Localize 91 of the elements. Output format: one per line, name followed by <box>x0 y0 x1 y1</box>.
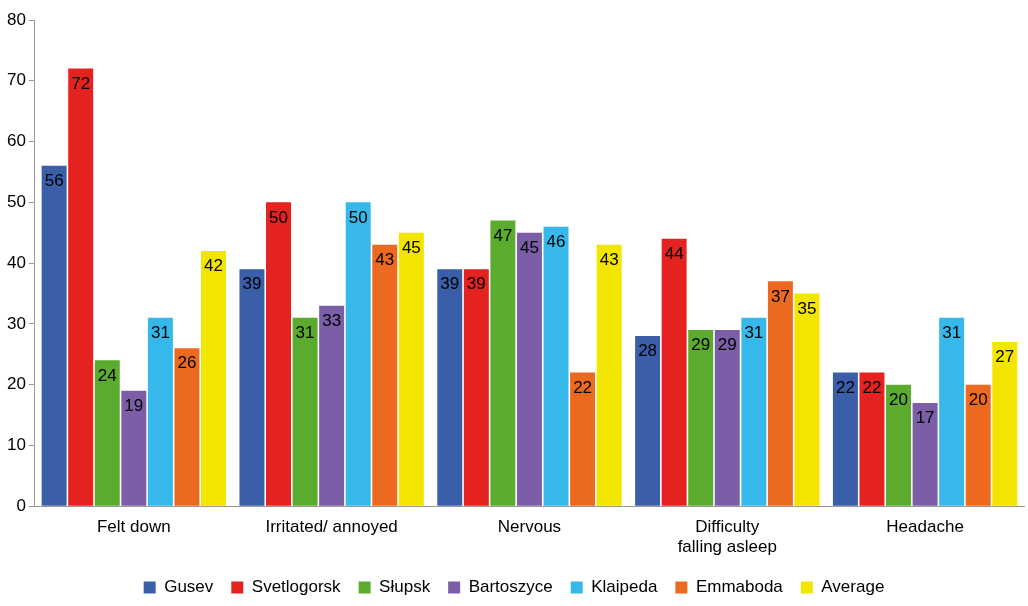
data-label: 33 <box>322 310 342 330</box>
data-label: 29 <box>691 335 711 355</box>
legend-label: Bartoszyce <box>468 577 553 597</box>
bar <box>490 220 516 506</box>
bar <box>992 342 1018 506</box>
bar <box>398 232 424 506</box>
data-label: 31 <box>150 322 170 342</box>
y-tick-label: 10 <box>6 435 26 455</box>
data-label: 20 <box>968 389 988 409</box>
data-label: 43 <box>599 250 619 270</box>
x-tick-label: Irritated/ annoyed <box>265 517 398 537</box>
data-label: 46 <box>546 231 566 251</box>
bar <box>939 317 965 506</box>
data-label: 39 <box>440 274 460 294</box>
bar <box>41 165 67 506</box>
y-tick-label: 40 <box>6 252 26 272</box>
bar <box>741 317 767 506</box>
bar <box>570 372 596 506</box>
legend-label: Gusev <box>164 577 214 597</box>
data-label: 26 <box>177 353 197 373</box>
bar <box>437 269 463 506</box>
bar <box>345 202 371 506</box>
data-label: 56 <box>44 171 64 191</box>
data-label: 27 <box>995 347 1015 367</box>
data-label: 22 <box>573 377 593 397</box>
x-tick-label: Felt down <box>96 517 171 537</box>
bar <box>794 293 820 506</box>
bar <box>463 269 489 506</box>
bar <box>832 372 858 506</box>
data-label: 37 <box>770 286 790 306</box>
bar <box>767 281 793 506</box>
y-tick-label: 70 <box>6 70 26 90</box>
bar <box>688 329 714 506</box>
bar <box>714 329 740 506</box>
data-label: 43 <box>375 250 395 270</box>
bar <box>266 202 291 506</box>
y-tick-label: 0 <box>16 495 26 515</box>
legend-label: Klaipeda <box>591 577 658 597</box>
bar <box>68 68 94 506</box>
data-label: 45 <box>519 237 539 257</box>
legend-label: Emmaboda <box>695 577 784 597</box>
y-tick-label: 20 <box>6 374 26 394</box>
x-tick-label: Headache <box>886 517 964 537</box>
bar <box>543 226 569 506</box>
bar <box>239 269 265 506</box>
bar <box>635 336 661 506</box>
data-label: 39 <box>242 274 262 294</box>
y-tick-label: 60 <box>6 131 26 151</box>
data-label: 47 <box>493 225 513 245</box>
data-label: 39 <box>466 274 486 294</box>
y-tick-label: 50 <box>6 192 26 212</box>
bar <box>912 402 938 506</box>
x-tick-label: Difficulty falling asleep <box>677 517 777 557</box>
y-tick-label: 30 <box>6 313 26 333</box>
bar <box>147 317 173 506</box>
legend-label: Słupsk <box>379 577 431 597</box>
data-label: 31 <box>942 322 962 342</box>
bar <box>174 348 200 506</box>
data-label: 50 <box>348 207 368 227</box>
y-tick-label: 80 <box>6 9 26 29</box>
legend-label: Svetlogorsk <box>251 577 342 597</box>
data-label: 31 <box>744 322 764 342</box>
data-label: 42 <box>204 256 223 276</box>
data-label: 29 <box>717 335 737 355</box>
data-label: 72 <box>71 73 91 93</box>
bar <box>319 305 345 506</box>
bar <box>859 372 885 506</box>
bar <box>965 384 991 506</box>
data-label: 31 <box>295 322 315 342</box>
legend-label: Average <box>821 577 885 597</box>
bar <box>661 238 687 506</box>
bar <box>596 244 622 506</box>
data-label: 28 <box>638 341 658 361</box>
bar <box>201 250 226 506</box>
data-label: 22 <box>835 377 855 397</box>
data-label: 17 <box>915 408 935 428</box>
bar <box>94 360 120 506</box>
bar <box>886 384 912 506</box>
x-tick-label: Nervous <box>497 517 562 537</box>
data-label: 50 <box>269 207 288 227</box>
bar <box>516 232 542 506</box>
bar <box>121 390 147 506</box>
data-label: 19 <box>124 395 144 415</box>
data-label: 45 <box>401 237 421 257</box>
bar <box>292 317 318 506</box>
data-label: 22 <box>862 377 882 397</box>
data-label: 20 <box>889 389 908 409</box>
bar <box>372 244 398 506</box>
data-label: 24 <box>97 365 117 385</box>
data-label: 44 <box>664 243 684 263</box>
data-label: 35 <box>797 298 817 318</box>
